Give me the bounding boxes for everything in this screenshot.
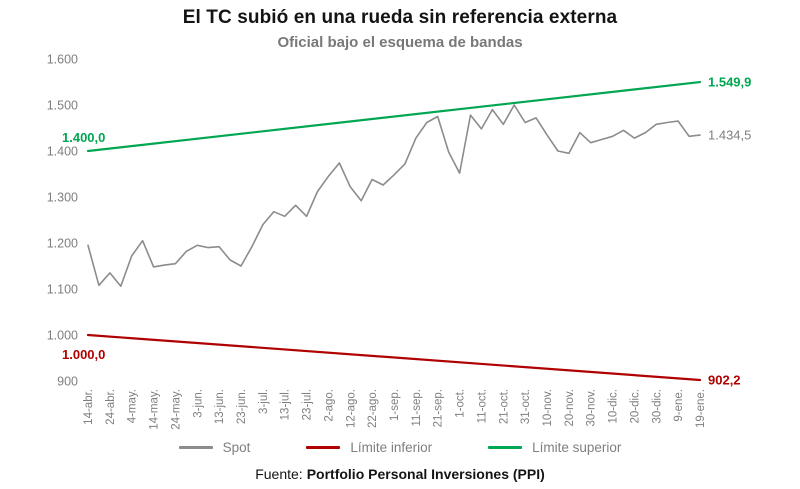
limite-inferior-line-swatch [306,445,341,449]
exchange-rate-line-chart: 1.600 1.500 1.400 1.300 1.200 1.100 1.000 900 14… [47,53,752,430]
series-line-spot [87,104,701,287]
y-axis-tick-label: 900 [57,375,78,389]
x-axis-tick-label: 10-nov. [542,389,554,427]
source-note: Fuente: Portfolio Personal Inversiones (P… [0,466,800,482]
x-axis-tick-label: 13-jun. [214,389,226,424]
x-axis-tick-label: 31-oct. [520,389,532,424]
y-axis-tick-label: 1.300 [47,191,78,205]
x-axis-tick-label: 2-ago. [323,389,335,422]
annotation-start-límite-inferior: 1.000,0 [62,347,105,362]
series-line-límite-inferior [86,333,702,382]
x-axis-tick-label: 10-dic. [608,389,620,424]
y-axis-tick-label: 1.100 [47,283,78,297]
legend-label-limite-superior: Límite superior [532,439,622,455]
y-axis-tick-label: 1.500 [47,99,78,113]
series-line-límite-superior [86,80,702,153]
x-axis-tick-label: 24-abr. [105,389,117,425]
x-axis-tick-label: 21-sep. [433,389,445,427]
legend-label-spot: Spot [222,439,251,455]
x-axis-tick-label: 23-jun. [236,389,248,424]
legend-label-limite-inferior: Límite inferior [350,439,433,455]
limite-superior-line-swatch [488,445,523,449]
chart-legend: Spot Límite inferior Límite superior [0,437,800,457]
chart-subtitle: Oficial bajo el esquema de bandas [277,34,523,51]
x-axis-tick-label: 9-ene. [673,389,685,422]
x-axis-tick-label: 20-nov. [564,389,576,427]
x-axis-tick-label: 19-ene. [695,389,707,428]
x-axis-tick-label: 13-jul. [280,389,292,420]
annotation-end-límite-superior: 1.549,9 [708,75,751,90]
annotation-end-límite-inferior: 902,2 [708,372,741,387]
x-axis-tick-label: 14-may. [149,389,161,430]
x-axis-tick-label: 4-may. [127,389,139,423]
x-axis-tick-label: 24-may. [170,389,182,430]
x-axis-tick-label: 14-abr. [83,389,95,425]
y-axis-tick-label: 1.400 [47,145,78,159]
legend-item-limite-inferior: Límite inferior [306,440,432,455]
x-axis-tick-label: 1-sep. [389,389,401,421]
x-axis-tick-label: 30-dic. [651,389,663,424]
annotation-start-límite-superior: 1.400,0 [62,130,105,145]
source-prefix: Fuente: [255,466,303,482]
chart-title: El TC subió en una rueda sin referencia … [182,7,618,28]
x-axis-tick-label: 22-ago. [367,389,379,428]
spot-line-swatch [178,445,213,449]
legend-item-limite-superior: Límite superior [488,440,621,455]
x-axis-tick-label: 11-oct. [476,389,488,423]
x-axis-tick-label: 21-oct. [498,389,510,424]
x-axis-tick-label: 20-dic. [629,389,641,424]
source-name: Portfolio Personal Inversiones (PPI) [306,466,545,482]
x-axis-tick-label: 11-sep. [411,389,423,427]
x-axis-tick-label: 23-jul. [302,389,314,420]
y-axis-tick-label: 1.000 [47,329,78,343]
legend-item-spot: Spot [178,439,251,455]
x-axis-tick-label: 12-ago. [345,389,357,428]
annotation-end-spot: 1.434,5 [708,128,751,143]
y-axis-tick-label: 1.600 [47,53,78,67]
x-axis-tick-label: 30-nov. [586,389,598,427]
x-axis-tick-label: 1-oct. [455,389,467,418]
y-axis-tick-label: 1.200 [47,237,78,251]
x-axis-tick-label: 3-jun. [192,389,204,418]
x-axis-tick-label: 3-jul. [258,389,270,414]
